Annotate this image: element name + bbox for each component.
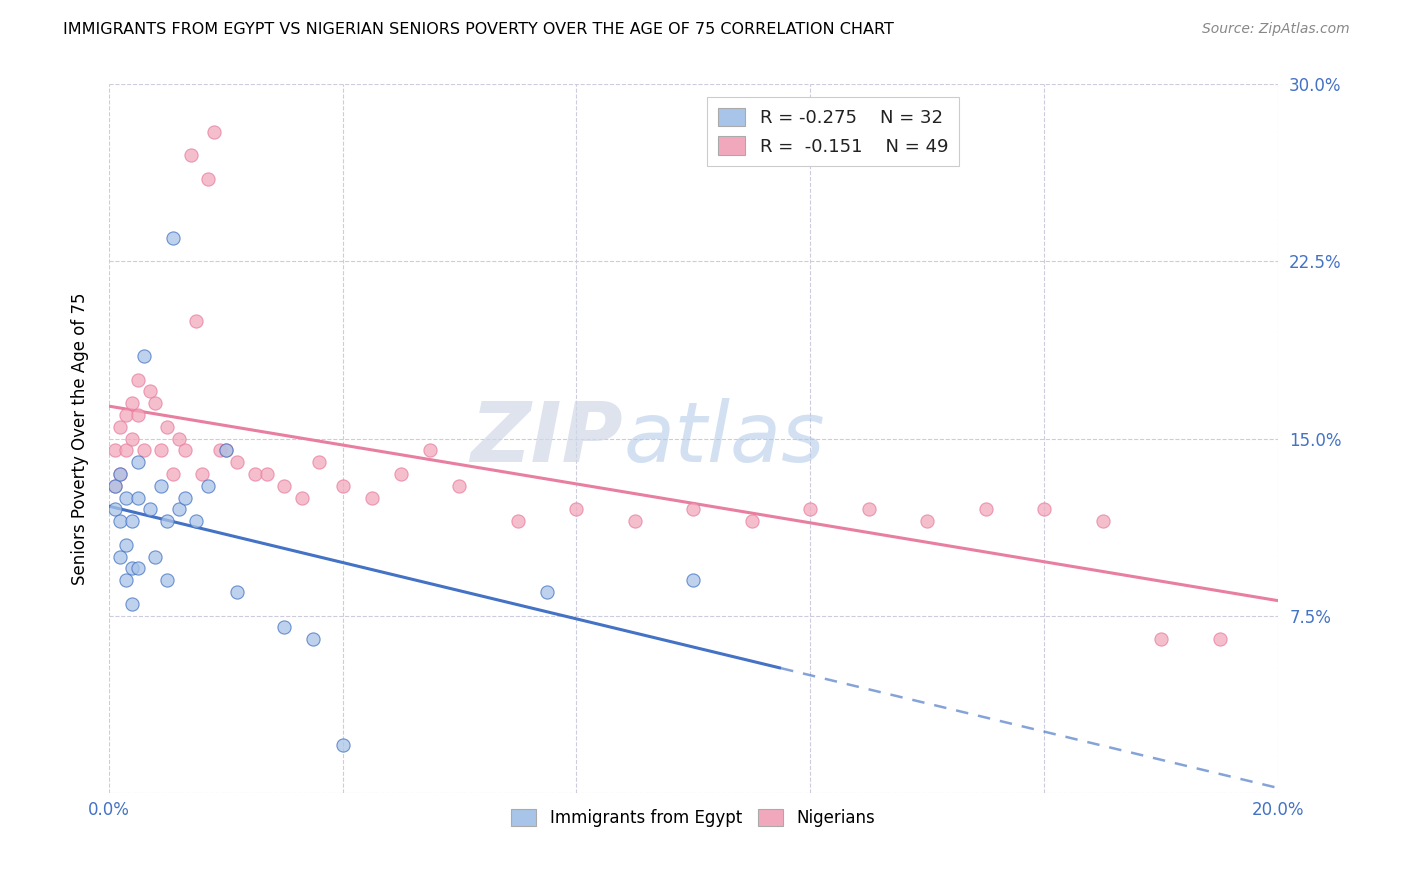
Point — [110, 549, 132, 564]
Point — [115, 443, 138, 458]
Point — [332, 739, 354, 753]
Point — [167, 432, 190, 446]
Point — [208, 443, 231, 458]
Point — [1150, 632, 1173, 647]
Point — [536, 585, 558, 599]
Point — [214, 443, 236, 458]
Point — [1033, 502, 1056, 516]
Point — [449, 479, 471, 493]
Point — [121, 597, 143, 611]
Point — [110, 467, 132, 481]
Point — [682, 502, 704, 516]
Point — [1091, 514, 1114, 528]
Point — [115, 491, 138, 505]
Point — [121, 514, 143, 528]
Point — [624, 514, 647, 528]
Point — [915, 514, 938, 528]
Point — [103, 443, 125, 458]
Point — [389, 467, 412, 481]
Point — [226, 455, 249, 469]
Point — [682, 573, 704, 587]
Point — [180, 148, 202, 162]
Point — [127, 372, 149, 386]
Point — [132, 349, 155, 363]
Point — [191, 467, 214, 481]
Point — [110, 514, 132, 528]
Point — [121, 561, 143, 575]
Point — [799, 502, 821, 516]
Point — [974, 502, 997, 516]
Point — [173, 491, 195, 505]
Point — [162, 467, 184, 481]
Point — [506, 514, 529, 528]
Point — [273, 479, 295, 493]
Point — [291, 491, 314, 505]
Point — [156, 514, 179, 528]
Text: Source: ZipAtlas.com: Source: ZipAtlas.com — [1202, 22, 1350, 37]
Point — [138, 502, 160, 516]
Point — [302, 632, 325, 647]
Legend: Immigrants from Egypt, Nigerians: Immigrants from Egypt, Nigerians — [505, 803, 882, 834]
Point — [132, 443, 155, 458]
Point — [115, 408, 138, 422]
Point — [308, 455, 330, 469]
Point — [145, 549, 167, 564]
Point — [741, 514, 763, 528]
Point — [162, 231, 184, 245]
Point — [360, 491, 382, 505]
Point — [332, 479, 354, 493]
Point — [115, 538, 138, 552]
Point — [273, 620, 295, 634]
Point — [103, 479, 125, 493]
Text: ZIP: ZIP — [471, 398, 623, 479]
Point — [1208, 632, 1230, 647]
Point — [186, 313, 208, 327]
Point — [121, 396, 143, 410]
Point — [145, 396, 167, 410]
Point — [115, 573, 138, 587]
Point — [419, 443, 441, 458]
Point — [150, 443, 173, 458]
Point — [138, 384, 160, 399]
Point — [156, 419, 179, 434]
Point — [186, 514, 208, 528]
Point — [110, 467, 132, 481]
Point — [127, 491, 149, 505]
Point — [243, 467, 266, 481]
Point — [197, 172, 219, 186]
Point — [202, 125, 225, 139]
Point — [156, 573, 179, 587]
Point — [173, 443, 195, 458]
Point — [110, 419, 132, 434]
Point — [214, 443, 236, 458]
Point — [565, 502, 588, 516]
Point — [121, 432, 143, 446]
Point — [103, 479, 125, 493]
Text: IMMIGRANTS FROM EGYPT VS NIGERIAN SENIORS POVERTY OVER THE AGE OF 75 CORRELATION: IMMIGRANTS FROM EGYPT VS NIGERIAN SENIOR… — [63, 22, 894, 37]
Point — [127, 561, 149, 575]
Point — [127, 455, 149, 469]
Y-axis label: Seniors Poverty Over the Age of 75: Seniors Poverty Over the Age of 75 — [72, 293, 89, 585]
Point — [197, 479, 219, 493]
Point — [167, 502, 190, 516]
Point — [858, 502, 880, 516]
Point — [150, 479, 173, 493]
Point — [226, 585, 249, 599]
Point — [103, 502, 125, 516]
Point — [127, 408, 149, 422]
Point — [256, 467, 278, 481]
Text: atlas: atlas — [623, 398, 825, 479]
